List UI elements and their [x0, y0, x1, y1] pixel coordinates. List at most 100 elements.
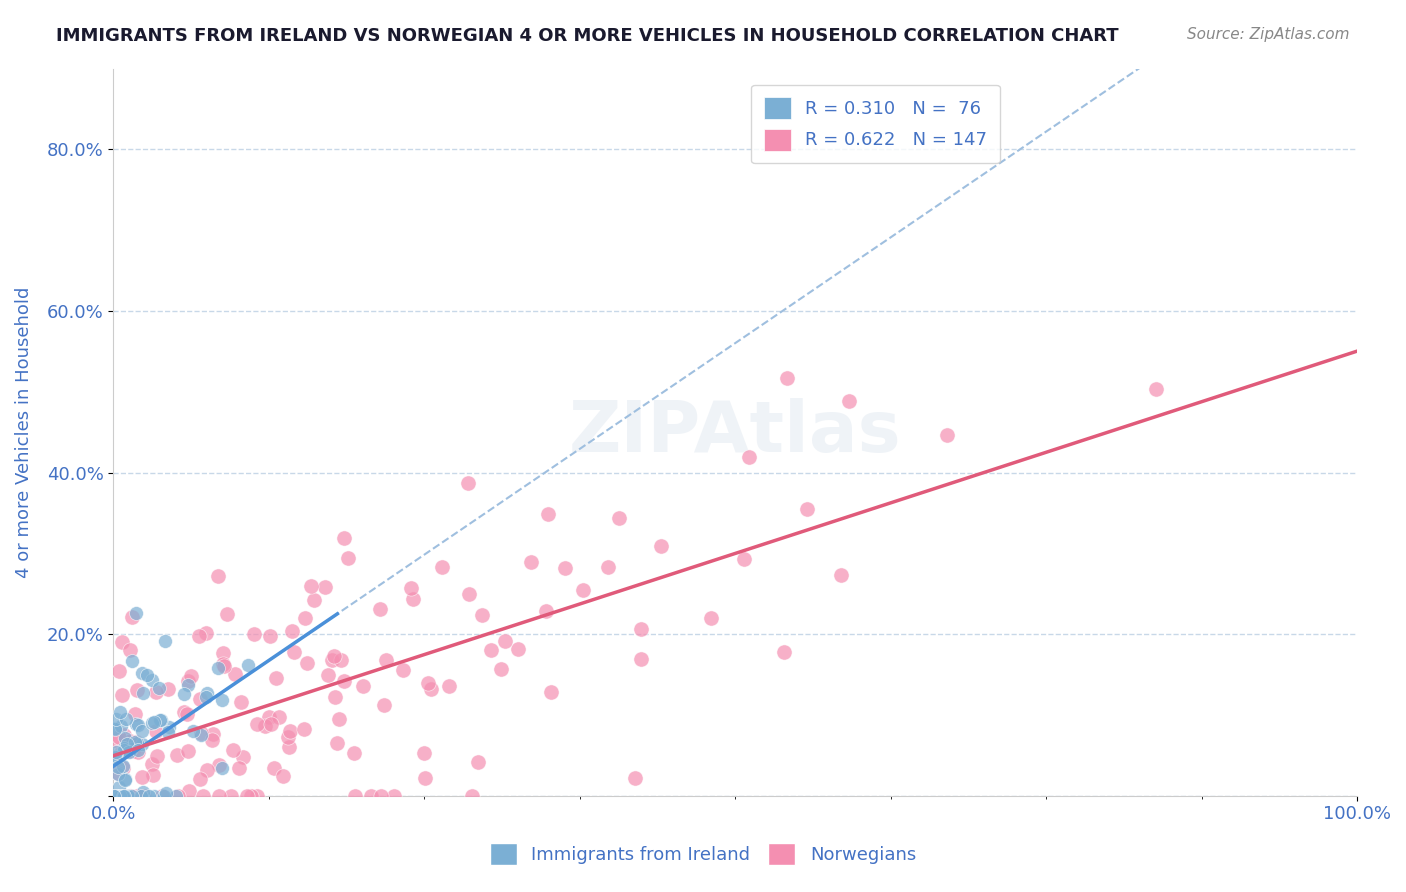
Point — [738, 450, 761, 464]
Point — [630, 622, 652, 636]
Point — [127, 717, 149, 731]
Point — [253, 719, 276, 733]
Point — [104, 745, 127, 759]
Point — [228, 761, 250, 775]
Point — [153, 634, 176, 648]
Point — [124, 735, 146, 749]
Point — [322, 649, 344, 664]
Point — [281, 624, 304, 639]
Point — [166, 747, 188, 762]
Legend: Immigrants from Ireland, Norwegians: Immigrants from Ireland, Norwegians — [481, 834, 925, 874]
Point — [235, 789, 257, 803]
Point — [224, 666, 246, 681]
Point — [195, 686, 218, 700]
Point — [104, 722, 127, 736]
Point — [107, 759, 129, 773]
Point — [796, 501, 818, 516]
Point — [329, 653, 352, 667]
Point — [141, 757, 163, 772]
Point — [461, 789, 484, 803]
Point — [368, 601, 391, 615]
Point — [229, 695, 252, 709]
Point — [114, 772, 136, 786]
Point — [105, 789, 128, 803]
Point — [156, 681, 179, 696]
Point — [457, 475, 479, 490]
Point — [125, 735, 148, 749]
Point — [188, 772, 211, 787]
Point — [489, 662, 512, 676]
Point — [246, 717, 269, 731]
Point — [292, 723, 315, 737]
Point — [271, 769, 294, 783]
Point — [299, 579, 322, 593]
Point — [326, 736, 349, 750]
Point — [108, 747, 131, 761]
Point — [117, 789, 139, 803]
Point — [277, 730, 299, 744]
Point — [149, 713, 172, 727]
Point — [118, 642, 141, 657]
Point — [700, 610, 723, 624]
Point — [238, 658, 260, 673]
Point — [131, 789, 153, 803]
Point — [138, 789, 160, 803]
Point — [572, 582, 595, 597]
Point — [195, 763, 218, 777]
Point — [259, 629, 281, 643]
Point — [125, 717, 148, 731]
Point — [495, 634, 517, 648]
Point — [104, 789, 127, 803]
Point — [177, 784, 200, 798]
Point — [242, 626, 264, 640]
Point — [131, 737, 153, 751]
Point — [344, 789, 367, 803]
Point — [114, 731, 136, 745]
Point — [124, 706, 146, 721]
Point — [623, 771, 645, 785]
Point — [333, 673, 356, 688]
Point — [118, 789, 141, 803]
Point — [107, 766, 129, 780]
Point — [325, 690, 347, 704]
Point — [129, 789, 152, 803]
Point — [124, 735, 146, 749]
Point — [207, 661, 229, 675]
Point — [111, 635, 134, 649]
Point — [131, 723, 153, 738]
Point — [374, 653, 396, 667]
Point — [194, 625, 217, 640]
Point — [125, 789, 148, 803]
Point — [246, 789, 269, 803]
Point — [104, 789, 127, 803]
Point — [176, 707, 198, 722]
Point — [125, 736, 148, 750]
Point — [277, 739, 299, 754]
Point — [111, 689, 134, 703]
Point — [108, 664, 131, 678]
Point — [114, 712, 136, 726]
Text: IMMIGRANTS FROM IRELAND VS NORWEGIAN 4 OR MORE VEHICLES IN HOUSEHOLD CORRELATION: IMMIGRANTS FROM IRELAND VS NORWEGIAN 4 O… — [56, 27, 1119, 45]
Point — [108, 789, 131, 803]
Point — [127, 743, 149, 757]
Point — [239, 789, 262, 803]
Point — [157, 724, 180, 739]
Point — [104, 721, 127, 735]
Point — [118, 745, 141, 759]
Y-axis label: 4 or more Vehicles in Household: 4 or more Vehicles in Household — [15, 286, 32, 578]
Point — [416, 675, 439, 690]
Point — [122, 744, 145, 758]
Point — [1144, 382, 1167, 396]
Point — [360, 789, 382, 803]
Point — [176, 744, 198, 758]
Point — [105, 789, 128, 803]
Point — [110, 719, 132, 733]
Point — [143, 714, 166, 729]
Point — [105, 733, 128, 747]
Point — [202, 727, 225, 741]
Point — [650, 539, 672, 553]
Point — [332, 531, 354, 545]
Point — [136, 668, 159, 682]
Point — [536, 604, 558, 618]
Point — [190, 726, 212, 740]
